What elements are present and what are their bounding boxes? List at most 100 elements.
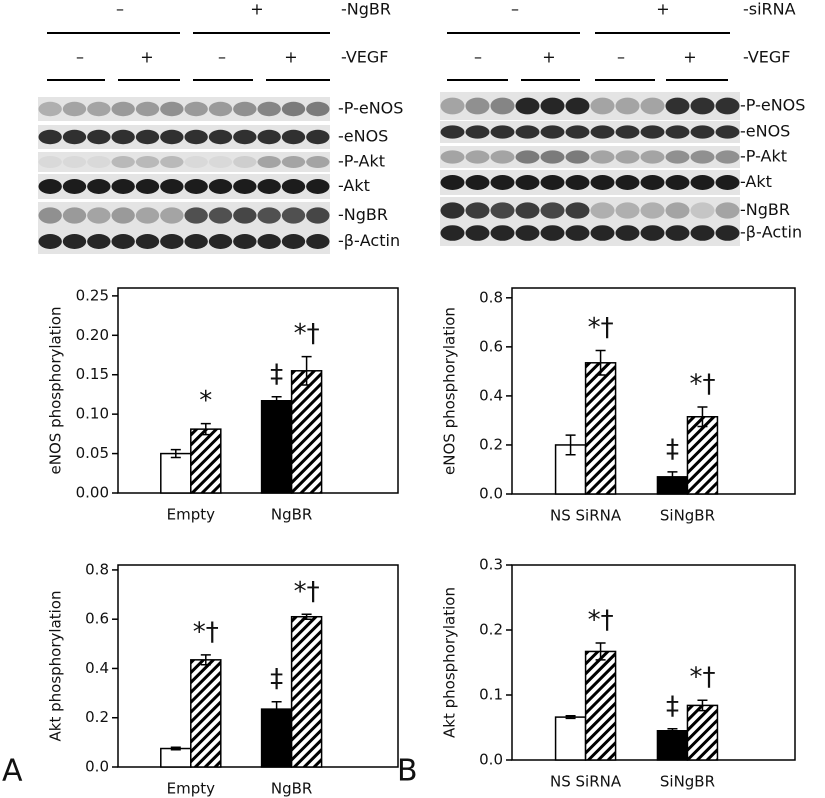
blot-strip bbox=[440, 197, 740, 224]
blot-band bbox=[208, 101, 233, 117]
x-tick-label: NS SiRNA bbox=[550, 773, 622, 791]
blot-strip bbox=[440, 170, 740, 195]
blot-band bbox=[208, 179, 233, 194]
blot-band bbox=[665, 225, 690, 241]
blot-band bbox=[184, 234, 208, 249]
blot-band bbox=[665, 202, 690, 219]
blot-band bbox=[135, 234, 160, 249]
bar bbox=[554, 716, 587, 761]
blot-band bbox=[257, 101, 281, 117]
treatment-sign: + bbox=[656, 0, 669, 19]
significance-mark: *† bbox=[588, 606, 614, 636]
x-tick-label: SiNgBR bbox=[660, 507, 715, 525]
blot-band bbox=[440, 202, 465, 219]
blot-band bbox=[590, 202, 615, 219]
band-label: -Akt bbox=[338, 176, 370, 195]
blot-band bbox=[465, 150, 490, 164]
blot-band bbox=[540, 150, 565, 164]
blot-band bbox=[111, 207, 135, 224]
blot-band bbox=[62, 101, 87, 117]
blot-band bbox=[38, 207, 62, 224]
significance-mark: *† bbox=[588, 313, 614, 343]
x-tick-label: NS SiRNA bbox=[550, 507, 622, 525]
blot-band bbox=[440, 97, 465, 115]
y-tick-label: 0.20 bbox=[76, 326, 109, 344]
blot-band bbox=[257, 179, 281, 194]
blot-band bbox=[565, 150, 590, 164]
band-label: -Akt bbox=[740, 172, 772, 191]
y-tick-label: 0.0 bbox=[479, 751, 503, 769]
vegf-label: -VEGF bbox=[743, 48, 791, 67]
blot-band bbox=[615, 225, 640, 241]
significance-mark: * bbox=[199, 386, 212, 416]
y-axis-label: eNOS phosphorylation bbox=[47, 307, 65, 475]
blot-band bbox=[490, 225, 515, 241]
blot-band bbox=[515, 225, 540, 241]
blot-band bbox=[615, 175, 640, 190]
blot-band bbox=[38, 101, 62, 117]
blot-band bbox=[160, 179, 184, 194]
significance-mark: ‡ bbox=[666, 434, 679, 464]
y-tick-label: 0.00 bbox=[76, 484, 109, 502]
bar bbox=[190, 428, 222, 494]
blot-band bbox=[465, 125, 490, 139]
blot-band bbox=[257, 207, 281, 224]
blot-band bbox=[62, 129, 87, 145]
error-bar bbox=[697, 406, 708, 428]
vegf-label: -VEGF bbox=[341, 48, 389, 67]
blot-band bbox=[490, 175, 515, 190]
blot-band bbox=[306, 234, 330, 249]
blot-band bbox=[565, 175, 590, 190]
vegf-sign: – bbox=[474, 48, 482, 67]
blot-strip bbox=[38, 229, 330, 254]
blot-band bbox=[715, 97, 740, 115]
blot-band bbox=[565, 125, 590, 139]
blot-band bbox=[690, 175, 715, 190]
panel-label: A bbox=[2, 754, 23, 789]
blot-band bbox=[590, 97, 615, 115]
blot-band bbox=[565, 97, 590, 115]
blot-band bbox=[665, 125, 690, 139]
blot-band bbox=[540, 97, 565, 115]
blot-band bbox=[465, 97, 490, 115]
blot-band bbox=[306, 207, 330, 224]
blot-band bbox=[184, 101, 208, 117]
blot-band bbox=[590, 150, 615, 164]
y-tick-label: 0.2 bbox=[479, 621, 503, 639]
y-tick-label: 0.0 bbox=[85, 758, 109, 776]
bar bbox=[260, 400, 293, 494]
blot-band bbox=[281, 207, 306, 224]
blot-band bbox=[111, 234, 135, 249]
y-tick-label: 0.4 bbox=[85, 659, 109, 677]
error-bar bbox=[667, 471, 678, 483]
significance-mark: *† bbox=[294, 577, 320, 607]
vegf-sign: + bbox=[542, 48, 555, 67]
blot-band bbox=[565, 202, 590, 219]
blot-band bbox=[590, 175, 615, 190]
blot-band bbox=[62, 234, 87, 249]
x-tick-label: Empty bbox=[167, 780, 215, 798]
significance-mark: ‡ bbox=[270, 664, 283, 694]
blot-band bbox=[160, 101, 184, 117]
x-tick-label: SiNgBR bbox=[660, 773, 715, 791]
blot-band bbox=[233, 207, 257, 224]
blot-band bbox=[281, 179, 306, 194]
blot-strip bbox=[440, 121, 740, 143]
blot-band bbox=[715, 150, 740, 164]
error-bar bbox=[271, 396, 282, 406]
blot-band bbox=[440, 125, 465, 139]
y-axis-label: Akt phosphorylation bbox=[47, 591, 65, 742]
band-label: -eNOS bbox=[338, 127, 388, 146]
blot-band bbox=[111, 129, 135, 145]
band-label: -β-Actin bbox=[338, 231, 400, 250]
blot-band bbox=[87, 129, 111, 145]
blot-band bbox=[615, 202, 640, 219]
blot-band bbox=[87, 234, 111, 249]
blot-band bbox=[135, 156, 160, 168]
error-bar bbox=[595, 349, 606, 376]
blot-band bbox=[281, 234, 306, 249]
blot-band bbox=[590, 125, 615, 139]
blot-band bbox=[306, 101, 330, 117]
blot-band bbox=[281, 101, 306, 117]
blot-strip bbox=[38, 152, 330, 172]
